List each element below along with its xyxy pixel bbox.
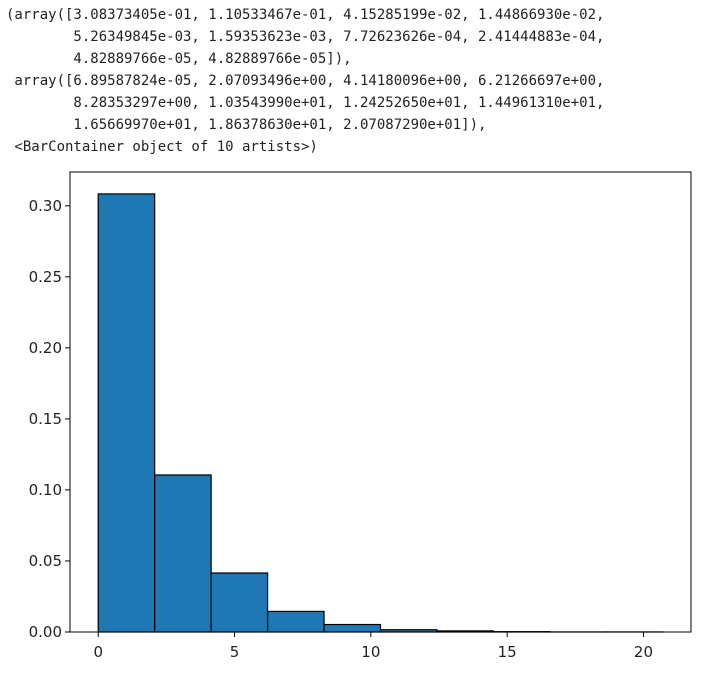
y-axis: 0.00 0.05 0.10 0.15 0.20 0.25 0.30 bbox=[29, 197, 70, 641]
output-line: array([6.89587824e-05, 2.07093496e+00, 4… bbox=[6, 73, 605, 89]
y-tick-label: 0.00 bbox=[29, 623, 62, 641]
histogram-bar bbox=[323, 623, 382, 633]
output-line: 4.82889766e-05, 4.82889766e-05]), bbox=[6, 51, 352, 67]
y-tick-label: 0.20 bbox=[29, 339, 62, 357]
output-line: <BarContainer object of 10 artists>) bbox=[6, 139, 318, 155]
x-tick-label: 5 bbox=[230, 643, 240, 661]
x-tick-label: 20 bbox=[634, 643, 653, 661]
histogram-bar bbox=[97, 193, 156, 633]
y-tick-label: 0.25 bbox=[29, 268, 62, 286]
axes-frame bbox=[69, 171, 692, 633]
y-tick-label: 0.05 bbox=[29, 552, 62, 570]
output-line: 5.26349845e-03, 1.59353623e-03, 7.726236… bbox=[6, 29, 605, 45]
y-tick-label: 0.30 bbox=[29, 197, 62, 215]
x-tick-label: 15 bbox=[498, 643, 517, 661]
bars-group bbox=[97, 193, 664, 633]
cell-output-text: (array([3.08373405e-01, 1.10533467e-01, … bbox=[6, 4, 604, 158]
y-tick-label: 0.15 bbox=[29, 410, 62, 428]
histogram-bar bbox=[154, 474, 212, 633]
x-tick-label: 10 bbox=[361, 643, 380, 661]
x-tick-label: 0 bbox=[93, 643, 103, 661]
histogram-bar bbox=[266, 610, 325, 633]
output-line: 8.28353297e+00, 1.03543990e+01, 1.242526… bbox=[6, 95, 605, 111]
x-axis: 0 5 10 15 20 bbox=[93, 632, 653, 661]
output-line: (array([3.08373405e-01, 1.10533467e-01, … bbox=[6, 7, 605, 23]
histogram-bar bbox=[210, 572, 269, 633]
output-line: 1.65669970e+01, 1.86378630e+01, 2.070872… bbox=[6, 117, 487, 133]
y-tick-label: 0.10 bbox=[29, 481, 62, 499]
